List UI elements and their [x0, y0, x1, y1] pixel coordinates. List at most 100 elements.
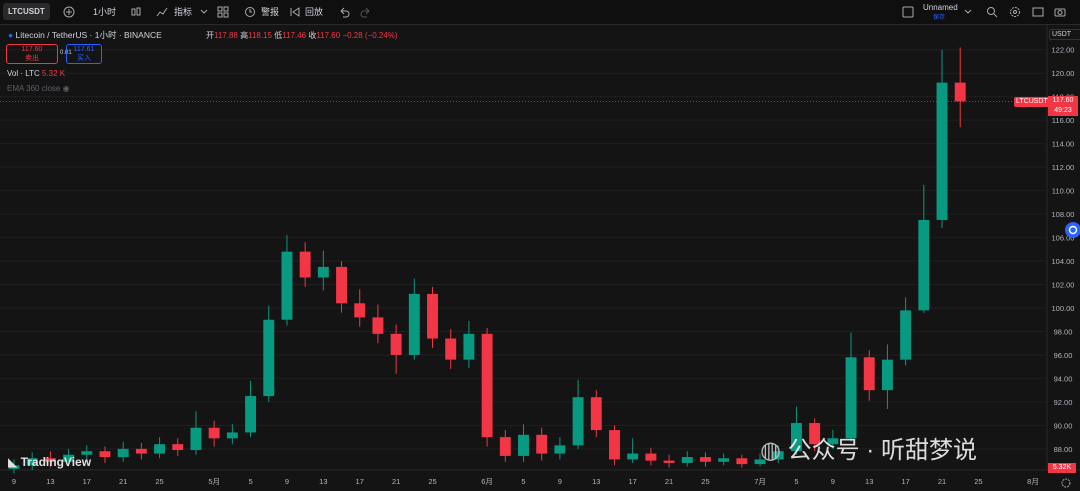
currency-button[interactable]: USDT [1049, 29, 1080, 40]
x-tick-label: 13 [865, 477, 873, 486]
fullscreen[interactable] [1032, 6, 1044, 30]
x-tick-label: 21 [119, 477, 127, 486]
x-tick-label: 17 [356, 477, 364, 486]
buy-label: 买入 [77, 55, 91, 62]
y-tick-label: 122.00 [1052, 46, 1075, 55]
quick-trade[interactable] [1065, 222, 1080, 238]
y-tick-label: 104.00 [1052, 257, 1075, 266]
x-tick-label: 25 [974, 477, 982, 486]
y-tick-label: 94.00 [1054, 374, 1073, 383]
high-value: 118.15 [248, 31, 272, 40]
buy-price: 117.61 [73, 46, 95, 53]
high-label: 高 [240, 31, 249, 40]
x-tick-label: 17 [901, 477, 909, 486]
y-tick-label: 112.00 [1052, 163, 1074, 172]
x-tick-label: 13 [46, 477, 54, 486]
layout-icon [902, 6, 914, 18]
sell-button[interactable]: 117.60 卖出 [6, 44, 58, 64]
candle-body [354, 303, 366, 318]
x-tick-label: 25 [428, 477, 436, 486]
toolbar: LTCUSDT 1小时 指标 警报 回放 Unnamed 保存 [0, 0, 1080, 25]
candle-body [936, 82, 948, 220]
ohlc-legend: 开117.88 高118.15 低117.46 收117.60 −0.28 (−… [206, 30, 398, 41]
candle-body [463, 333, 475, 360]
tag-countdown: 49:23 [1054, 107, 1072, 114]
candle-body [172, 444, 184, 451]
save-button[interactable]: 保存 [933, 15, 946, 21]
coin-icon: ● [8, 30, 14, 40]
x-tick-label: 8月 [1027, 477, 1039, 486]
x-tick-label: 7月 [754, 477, 766, 486]
buy-button[interactable]: 117.61 买入 [66, 44, 102, 64]
eye-icon[interactable]: ◉ [62, 84, 70, 93]
x-tick-label: 13 [592, 477, 600, 486]
candle-body [390, 333, 402, 355]
candle-body [99, 451, 111, 458]
replay-icon [290, 7, 300, 17]
logo: ◣ [8, 455, 18, 469]
wechat-watermark: ◍ 公众号 · 听甜梦说 [760, 430, 977, 465]
candle-body [609, 430, 620, 460]
y-tick-label: 108.00 [1052, 210, 1075, 219]
indicators-button[interactable]: 指标 [174, 7, 193, 17]
candle-body [336, 266, 347, 304]
x-tick-label: 6月 [481, 477, 493, 486]
replay-button[interactable]: 回放 [305, 7, 324, 17]
interval-button[interactable]: 1小时 [93, 7, 117, 17]
chart-type[interactable] [130, 6, 142, 30]
settings[interactable] [1009, 6, 1021, 30]
volume-name: Vol · LTC [7, 69, 40, 78]
symbol-tag: LTCUSDT [1014, 97, 1050, 107]
candle-body [263, 319, 275, 397]
low-label: 低 [274, 31, 283, 40]
candle-body [408, 293, 420, 355]
add-symbol[interactable] [63, 6, 75, 30]
candle-body [190, 427, 202, 451]
x-tick-label: 5月 [208, 477, 220, 486]
candle-body [299, 251, 311, 278]
undo[interactable] [338, 6, 350, 30]
chevron[interactable] [200, 8, 208, 32]
symbol-button[interactable]: LTCUSDT [3, 3, 50, 20]
candle-body [700, 457, 711, 462]
redo[interactable] [360, 6, 372, 30]
candle-body [154, 444, 166, 454]
x-tick-label: 17 [83, 477, 91, 486]
candle-body [718, 458, 730, 462]
axis-settings[interactable] [1060, 477, 1072, 489]
candle-body [645, 453, 657, 461]
y-tick-label: 90.00 [1054, 421, 1073, 430]
candles [0, 47, 1047, 474]
spread: 0.01 [60, 50, 72, 56]
x-tick-label: 21 [392, 477, 400, 486]
alert-button[interactable]: 警报 [261, 7, 280, 17]
templates[interactable] [217, 6, 229, 30]
candle-body [499, 437, 511, 456]
x-tick-label: 21 [665, 477, 673, 486]
watermark-brand: ◣ TradingView [8, 455, 91, 469]
x-tick-label: 9 [285, 477, 289, 486]
y-tick-label: 120.00 [1052, 69, 1075, 78]
candle-body [790, 423, 802, 452]
layout-menu[interactable] [964, 8, 972, 32]
change-value: −0.28 (−0.24%) [342, 31, 398, 40]
snapshot[interactable] [1054, 6, 1066, 30]
layout-name[interactable]: Unnamed [923, 3, 958, 12]
x-tick-label: 21 [938, 477, 946, 486]
candle-body [572, 397, 584, 446]
x-tick-label: 5 [521, 477, 525, 486]
x-tick-label: 9 [831, 477, 835, 486]
candle-body [590, 397, 602, 431]
y-tick-label: 116.00 [1052, 116, 1074, 125]
wechat-icon: ◍ [760, 437, 781, 464]
alert-icon [245, 7, 255, 17]
x-tick-label: 9 [558, 477, 562, 486]
chart-background [0, 25, 1080, 491]
x-tick-label: 5 [248, 477, 252, 486]
y-tick-label: 110.00 [1052, 187, 1074, 196]
candle-body [627, 453, 639, 460]
search[interactable] [986, 6, 998, 30]
candle-body [427, 293, 438, 339]
candle-body [827, 438, 839, 445]
